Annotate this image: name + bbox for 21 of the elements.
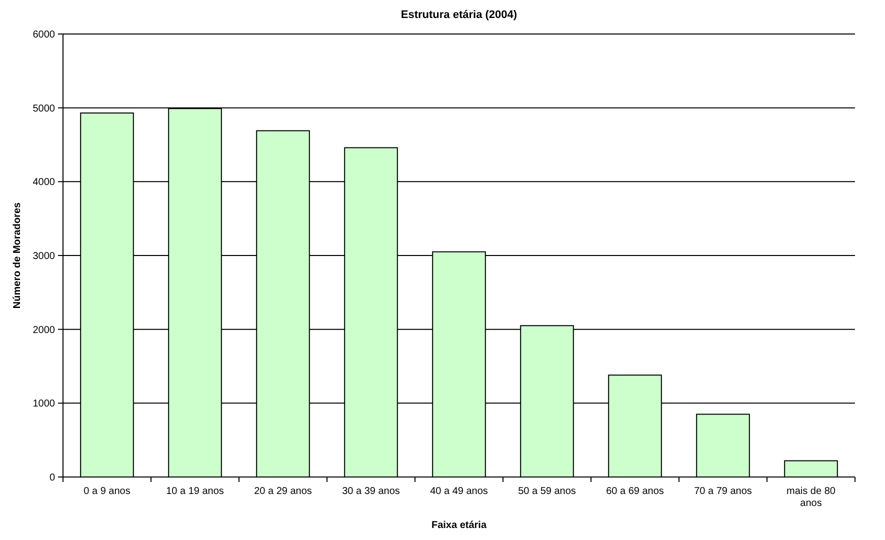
y-tick-label: 5000 — [32, 103, 56, 114]
chart-title: Estrutura etária (2004) — [400, 9, 518, 21]
y-tick-label: 0 — [49, 472, 56, 484]
y-tick-label: 4000 — [32, 177, 56, 188]
x-tick-label: 20 a 29 anos — [254, 486, 312, 497]
x-tick-label: 30 a 39 anos — [342, 486, 400, 497]
y-axis-title: Número de Moradores — [12, 202, 23, 309]
x-axis-title: Faixa etária — [431, 520, 487, 531]
x-tick-label: 70 a 79 anos — [694, 486, 752, 497]
y-tick-label: 2000 — [32, 324, 56, 336]
x-tick-label: 50 a 59 anos — [518, 486, 576, 497]
x-tick-label: 10 a 19 anos — [166, 486, 224, 497]
y-tick-label: 1000 — [32, 398, 56, 410]
x-tick-label: mais de 80 anos — [786, 486, 836, 509]
bar — [696, 414, 750, 478]
y-tick-label: 6000 — [32, 30, 56, 40]
bar — [784, 460, 838, 478]
x-tick-label: 60 a 69 anos — [606, 486, 664, 497]
y-tick-label: 3000 — [32, 251, 56, 262]
x-tick-label: 0 a 9 anos — [84, 486, 130, 497]
x-tick-label: 40 a 49 anos — [430, 486, 488, 497]
